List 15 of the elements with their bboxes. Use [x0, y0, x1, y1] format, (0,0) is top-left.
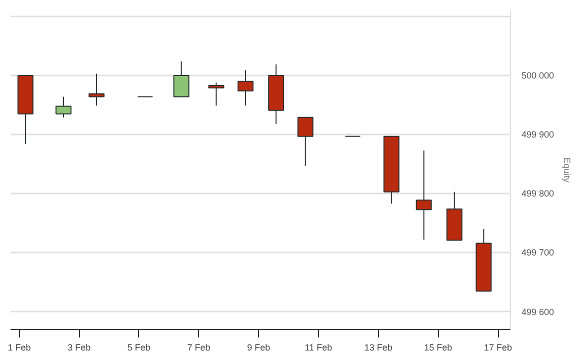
x-tick-label: 11 Feb	[304, 342, 332, 352]
x-tick-label: 3 Feb	[68, 342, 91, 352]
x-tick-label: 13 Feb	[364, 342, 392, 352]
y-axis-title: Equity	[562, 157, 572, 184]
x-tick-label: 1 Feb	[8, 342, 31, 352]
x-tick-label: 5 Feb	[127, 342, 150, 352]
y-tick-label: 499 700	[522, 248, 554, 258]
x-tick-label: 17 Feb	[484, 342, 512, 352]
y-tick-label: 499 800	[522, 188, 554, 199]
x-tick-label: 15 Feb	[424, 342, 452, 352]
y-tick-label: 499 600	[522, 306, 554, 317]
x-tick-label: 9 Feb	[247, 342, 270, 352]
x-tick-label: 7 Feb	[187, 342, 210, 352]
y-tick-label: 500 000	[522, 70, 554, 80]
y-tick-label: 499 900	[522, 130, 554, 140]
